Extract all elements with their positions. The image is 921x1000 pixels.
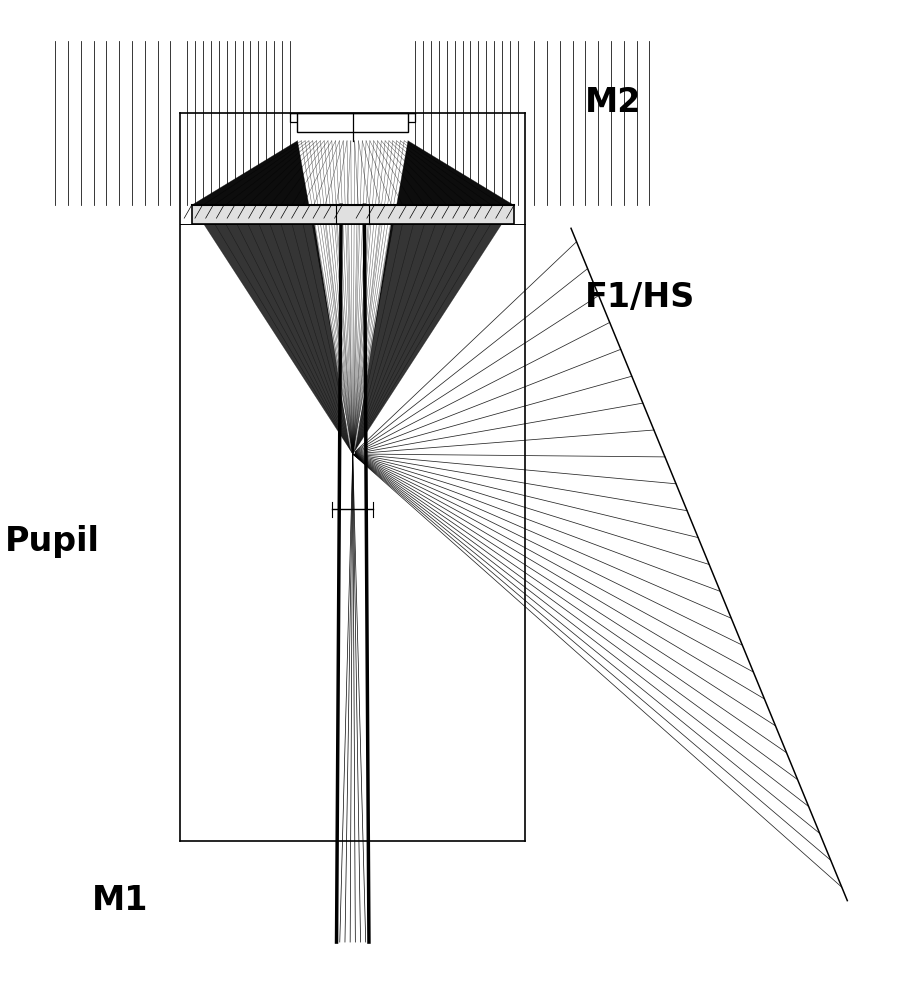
Polygon shape <box>336 205 369 454</box>
Bar <box>297 113 408 132</box>
Text: Pupil: Pupil <box>5 525 99 558</box>
Polygon shape <box>301 141 404 454</box>
Polygon shape <box>353 205 514 454</box>
Text: M2: M2 <box>585 86 641 119</box>
Polygon shape <box>353 141 514 454</box>
Bar <box>192 205 514 224</box>
Text: F1/HS: F1/HS <box>585 281 695 314</box>
Bar <box>290 113 415 122</box>
Polygon shape <box>192 141 353 454</box>
Text: M1: M1 <box>92 884 148 917</box>
Polygon shape <box>192 205 353 454</box>
